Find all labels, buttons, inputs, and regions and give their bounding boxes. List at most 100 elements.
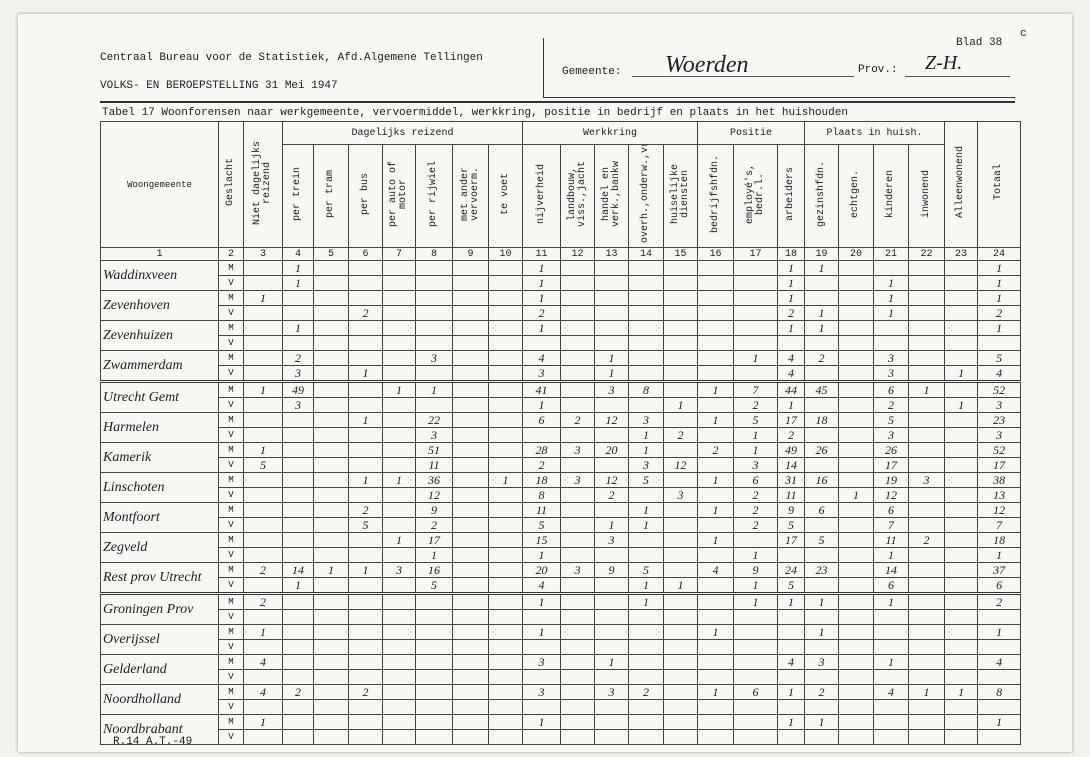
- cell: 11: [522, 502, 561, 518]
- data-row: Zevenhuizen M 1 1 1 1 1: [100, 320, 1022, 351]
- empty-cell: [415, 290, 453, 306]
- cell: 1: [594, 654, 629, 670]
- cell: 2: [777, 305, 806, 321]
- cell: 1: [243, 442, 283, 458]
- empty-cell: [838, 442, 875, 458]
- data-row: Linschoten M 1 1 36 1 18 3 12 5 1 6 31 16 19 3 38: [100, 472, 1022, 503]
- cell: 4: [522, 577, 561, 594]
- empty-cell: [452, 365, 489, 382]
- underline: [632, 76, 854, 77]
- column-number: 16: [697, 247, 735, 261]
- cell: 1: [522, 624, 561, 640]
- cell: 6: [873, 502, 910, 518]
- empty-cell: [282, 532, 314, 548]
- cell: 1: [697, 472, 735, 488]
- empty-cell: [944, 699, 979, 715]
- cell: 17: [977, 457, 1022, 473]
- cell: 2: [243, 562, 283, 578]
- empty-cell: [243, 305, 283, 321]
- cell: 3: [560, 472, 595, 488]
- cell: 1: [697, 502, 735, 518]
- cell: 20: [522, 562, 561, 578]
- empty-cell: [382, 517, 416, 533]
- empty-cell: [662, 669, 699, 685]
- empty-cell: [662, 639, 699, 655]
- cell: 2: [733, 487, 779, 503]
- empty-cell: [733, 335, 779, 351]
- cell: 8: [628, 380, 664, 398]
- empty-cell: [348, 547, 383, 563]
- empty-cell: [382, 442, 416, 458]
- empty-cell: [382, 260, 416, 276]
- empty-cell: [628, 365, 664, 382]
- column-header: per bus: [348, 144, 383, 248]
- cell: 2: [628, 684, 664, 700]
- empty-cell: [804, 365, 840, 382]
- data-row: V: [101, 729, 1022, 745]
- empty-cell: [452, 472, 489, 488]
- empty-cell: [908, 487, 946, 503]
- empty-cell: [804, 335, 840, 351]
- column-label: landbouw, viss.,jacht: [566, 161, 588, 228]
- sheet: Blad 38: [956, 37, 1003, 49]
- empty-cell: [697, 577, 735, 594]
- cell: 1: [628, 502, 664, 518]
- column-label: gezinshfdn.: [815, 160, 827, 227]
- cell: 5: [873, 412, 910, 428]
- cell: 1: [873, 305, 910, 321]
- empty-cell: [628, 532, 664, 548]
- cell: 31: [777, 472, 806, 488]
- empty-cell: [697, 547, 735, 563]
- empty-cell: [908, 714, 946, 730]
- empty-cell: [662, 729, 699, 745]
- cell: 6: [733, 684, 779, 700]
- empty-cell: [382, 412, 416, 428]
- column-number: 10: [488, 247, 523, 261]
- empty-cell: [560, 457, 595, 473]
- empty-cell: [313, 639, 349, 655]
- empty-cell: [415, 275, 453, 291]
- cell: 49: [777, 442, 806, 458]
- empty-cell: [944, 350, 979, 366]
- empty-cell: [908, 699, 946, 715]
- empty-cell: [313, 275, 349, 291]
- municipality: Zegveld: [100, 532, 219, 563]
- empty-cell: [243, 577, 283, 594]
- cell: 3: [594, 532, 629, 548]
- cell: 38: [977, 472, 1022, 488]
- cell: 2: [733, 397, 779, 413]
- empty-cell: [348, 714, 383, 730]
- empty-cell: [697, 609, 735, 625]
- empty-cell: [733, 260, 779, 276]
- cell: 24: [777, 562, 806, 578]
- empty-cell: [282, 669, 314, 685]
- empty-cell: [415, 654, 453, 670]
- empty-cell: [488, 350, 523, 366]
- empty-cell: [282, 472, 314, 488]
- empty-cell: [348, 275, 383, 291]
- cell: 3: [382, 562, 416, 578]
- empty-cell: [804, 577, 840, 594]
- column-header: Geslacht: [218, 121, 244, 248]
- empty-cell: [628, 290, 664, 306]
- cell: 3: [415, 350, 453, 366]
- municipality: Woerden: [665, 52, 749, 78]
- empty-cell: [908, 517, 946, 533]
- empty-cell: [282, 290, 314, 306]
- empty-cell: [452, 592, 489, 610]
- province: Z-H.: [925, 52, 963, 74]
- empty-cell: [348, 577, 383, 594]
- cell: 23: [804, 562, 840, 578]
- empty-cell: [908, 350, 946, 366]
- cell: 2: [908, 532, 946, 548]
- empty-cell: [873, 669, 910, 685]
- empty-cell: [560, 684, 595, 700]
- empty-cell: [628, 639, 664, 655]
- empty-cell: [560, 350, 595, 366]
- cell: 2: [777, 427, 806, 443]
- empty-cell: [662, 290, 699, 306]
- cell: 1: [977, 714, 1022, 730]
